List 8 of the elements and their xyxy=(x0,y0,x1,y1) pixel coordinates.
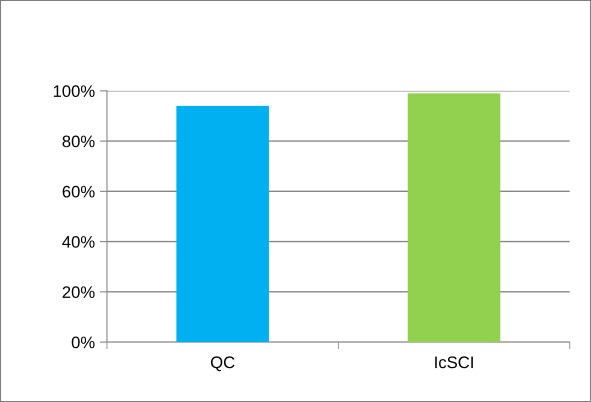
x-tick-label: QC xyxy=(210,356,235,372)
y-tick-label: 60% xyxy=(62,186,95,198)
y-tick-label: 80% xyxy=(62,136,95,148)
x-tick-label: IcSCI xyxy=(435,356,473,368)
y-tick-label: 20% xyxy=(62,286,95,298)
y-tick-label: 40% xyxy=(62,236,95,248)
y-tick-label: 0% xyxy=(72,336,95,348)
y-tick-label: 100% xyxy=(54,85,95,98)
